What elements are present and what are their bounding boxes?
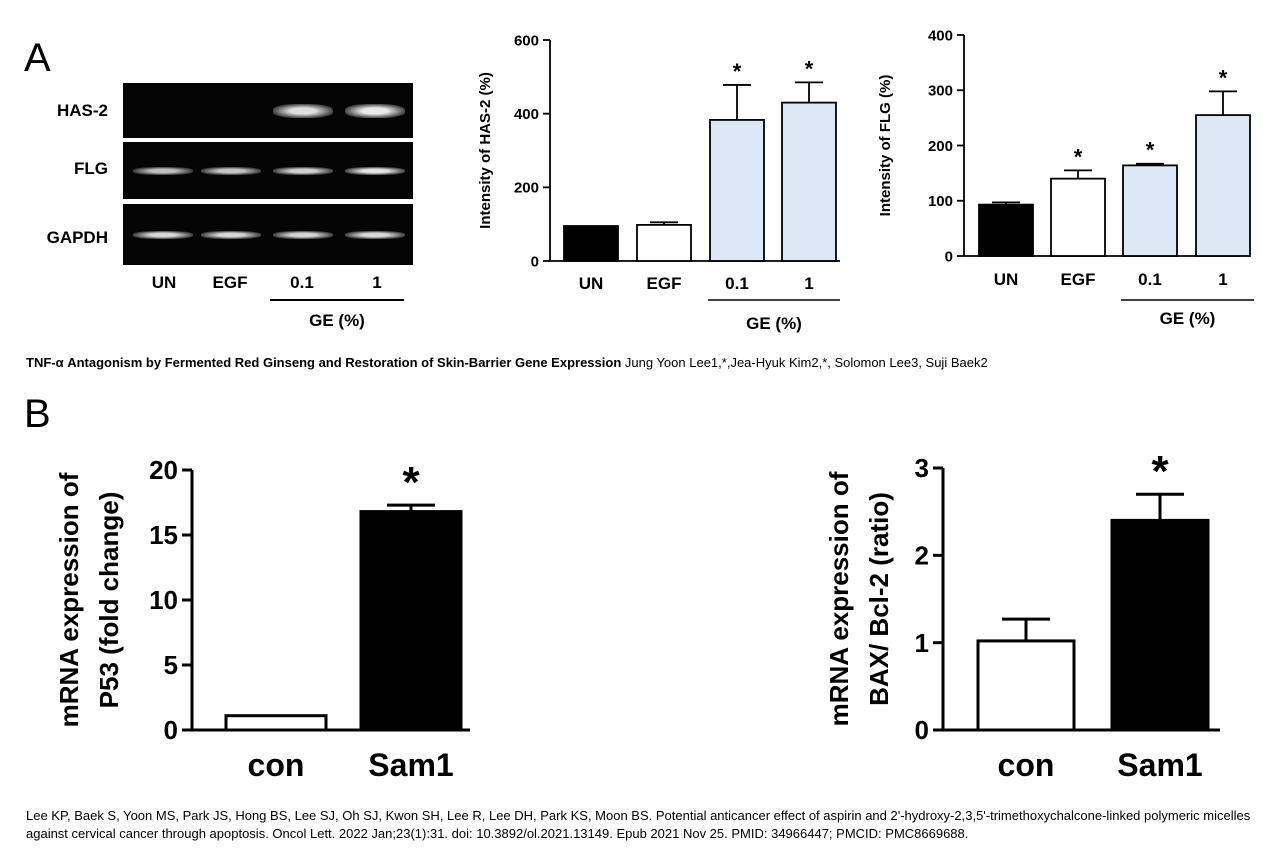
blot-group-label: GE (%) — [309, 311, 365, 330]
panel-letter-b: B — [24, 392, 51, 436]
y-tick-label: 2 — [915, 540, 929, 570]
y-tick-label: 0 — [164, 715, 178, 745]
y-tick-label: 5 — [164, 650, 178, 680]
blot-lane-label: 1 — [372, 273, 382, 292]
y-tick-label: 600 — [514, 32, 539, 49]
significance-marker: * — [1074, 144, 1083, 169]
blot-band — [273, 103, 333, 118]
blot-band — [273, 166, 333, 175]
blot-strip-flg — [123, 142, 413, 199]
blot-band — [133, 230, 193, 239]
bar — [224, 714, 328, 732]
bar — [636, 224, 692, 262]
x-tick-label: 0.1 — [1138, 270, 1162, 289]
significance-marker: * — [733, 59, 742, 84]
y-axis-label: Intensity of FLG (%) — [877, 75, 894, 217]
y-tick-label: 0 — [945, 248, 953, 265]
y-axis-label: mRNA expression of — [54, 472, 84, 727]
y-tick-label: 1 — [915, 628, 929, 658]
bar — [1195, 114, 1251, 257]
x-tick-label: con — [248, 747, 305, 783]
bar — [976, 639, 1076, 732]
x-tick-label: 1 — [1218, 270, 1227, 289]
x-tick-label: UN — [994, 270, 1019, 289]
blot-band — [273, 230, 333, 239]
x-tick-label: Sam1 — [1117, 747, 1202, 783]
y-axis-label: Intensity of HAS-2 (%) — [477, 72, 494, 229]
blot-strip-has2 — [123, 83, 413, 138]
group-label: GE (%) — [746, 314, 802, 333]
y-tick-label: 20 — [149, 455, 178, 485]
caption-b: Lee KP, Baek S, Yoon MS, Park JS, Hong B… — [26, 808, 1251, 841]
blot-lane-label: 0.1 — [290, 273, 314, 292]
y-axis-label: BAX/ Bcl-2 (ratio) — [864, 492, 894, 706]
blot-band — [201, 166, 261, 175]
significance-marker: * — [402, 458, 420, 507]
blot-group-line — [270, 299, 404, 301]
bar — [781, 101, 837, 262]
x-tick-label: EGF — [647, 274, 682, 293]
y-tick-label: 200 — [514, 180, 539, 197]
blot-band — [345, 230, 405, 239]
y-tick-label: 15 — [149, 520, 178, 550]
y-tick-label: 0 — [915, 715, 929, 745]
caption-a-title: TNF-α Antagonism by Fermented Red Ginsen… — [26, 355, 622, 370]
blot-row-label: HAS-2 — [56, 101, 108, 120]
bar — [1110, 518, 1210, 732]
bar — [1050, 177, 1106, 257]
significance-marker: * — [1146, 138, 1155, 163]
y-tick-label: 200 — [928, 138, 953, 155]
blot-lane-label: EGF — [212, 273, 248, 292]
chart-has2: 0 200 400 600 UN EGF * 0.1 * 1 GE (%) Intensity of … — [477, 32, 840, 333]
y-tick-label: 300 — [928, 83, 953, 100]
bar — [359, 510, 463, 732]
caption-a-authors: Jung Yoon Lee1,*,Jea-Hyuk Kim2,*, Solomo… — [624, 355, 988, 370]
y-tick-label: 100 — [928, 193, 953, 210]
y-tick-label: 10 — [149, 585, 178, 615]
caption-a: TNF-α Antagonism by Fermented Red Ginsen… — [26, 355, 988, 370]
x-tick-label: UN — [579, 274, 604, 293]
y-axis-label: P53 (fold change) — [94, 492, 124, 709]
blot-band — [345, 103, 405, 118]
significance-marker: * — [805, 56, 814, 81]
x-tick-label: EGF — [1061, 270, 1096, 289]
blot-strip-gapdh — [123, 204, 413, 265]
bar — [1122, 164, 1178, 257]
significance-marker: * — [1219, 65, 1228, 90]
y-axis-label: mRNA expression of — [824, 471, 854, 726]
blot-band — [345, 166, 405, 175]
bar — [709, 119, 765, 262]
blot-band — [133, 166, 193, 175]
y-tick-label: 3 — [915, 453, 929, 483]
chart-p53: 0 5 10 15 20 con * Sam1 mRNA expression of P53 (f… — [54, 455, 470, 783]
chart-flg: 0 100 200 300 400 UN * EGF * 0.1 * 1 GE (%) Intensity… — [877, 27, 1254, 328]
x-tick-label: con — [998, 747, 1055, 783]
y-tick-label: 0 — [531, 253, 539, 270]
blot-band — [201, 230, 261, 239]
significance-marker: * — [1151, 447, 1169, 496]
panel-letter-a: A — [24, 36, 51, 80]
blot-lane-label: UN — [151, 273, 177, 292]
x-tick-label: 0.1 — [725, 274, 749, 293]
bar — [978, 203, 1034, 257]
bar — [563, 225, 619, 262]
y-tick-label: 400 — [514, 106, 539, 123]
blot-row-label: FLG — [74, 159, 108, 178]
x-tick-label: 1 — [804, 274, 813, 293]
chart-bax: 0 1 2 3 con * Sam1 mRNA expression of BAX/ Bcl-2… — [824, 447, 1220, 783]
y-tick-label: 400 — [928, 27, 953, 44]
x-tick-label: Sam1 — [368, 747, 453, 783]
group-label: GE (%) — [1160, 309, 1216, 328]
blot-row-label: GAPDH — [46, 228, 108, 247]
